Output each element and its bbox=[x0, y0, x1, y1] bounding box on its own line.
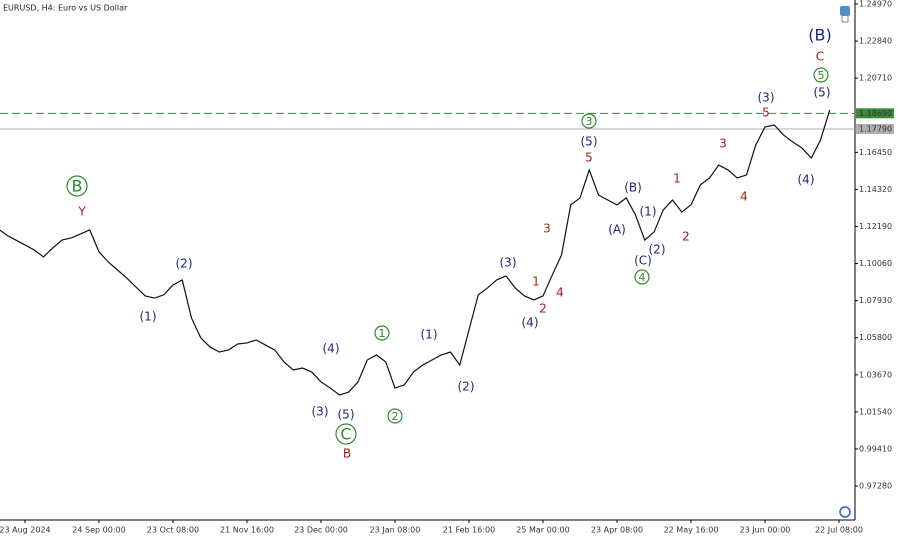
wave-label: (2) bbox=[649, 243, 666, 257]
y-tick-label: 0.97280 bbox=[859, 482, 892, 491]
price-label: 1.18690 bbox=[859, 109, 892, 118]
x-tick-label: 22 May 16:00 bbox=[664, 526, 719, 535]
y-tick-label: 1.20710 bbox=[859, 74, 892, 83]
wave-label: B bbox=[343, 447, 351, 461]
wave-label: 1 bbox=[379, 327, 386, 340]
wave-label: 2 bbox=[682, 230, 690, 244]
wave-label: (5) bbox=[338, 408, 355, 422]
wave-label: (1) bbox=[421, 328, 438, 342]
wave-circle bbox=[634, 269, 650, 285]
wave-circle bbox=[387, 408, 403, 424]
price-label-box bbox=[856, 123, 894, 134]
icon[interactable] bbox=[839, 506, 851, 518]
icon[interactable] bbox=[841, 12, 849, 23]
x-tick-label: 21 Feb 16:00 bbox=[443, 526, 495, 535]
y-tick-label: 1.22840 bbox=[859, 37, 892, 46]
wave-label: (5) bbox=[581, 135, 598, 149]
price-label: 1.17790 bbox=[859, 124, 892, 133]
wave-label: 2 bbox=[539, 302, 547, 316]
wave-label: (3) bbox=[500, 256, 517, 270]
wave-label: (4) bbox=[798, 173, 815, 187]
wave-label: 4 bbox=[639, 271, 646, 284]
wave-label: (C) bbox=[634, 254, 652, 268]
x-tick-label: 23 Jun 00:00 bbox=[740, 526, 791, 535]
wave-label: (4) bbox=[522, 316, 539, 330]
y-tick-label: 1.01540 bbox=[859, 407, 892, 416]
wave-label: C bbox=[816, 50, 824, 64]
y-tick-label: 1.16450 bbox=[859, 148, 892, 157]
x-tick-label: 23 Oct 08:00 bbox=[147, 526, 199, 535]
wave-label: 4 bbox=[556, 286, 564, 300]
wave-label: 3 bbox=[543, 222, 551, 236]
wave-label: (1) bbox=[640, 205, 657, 219]
x-tick-label: 24 Sep 00:00 bbox=[72, 526, 125, 535]
x-tick-label: 22 Jul 08:00 bbox=[815, 526, 863, 535]
wave-label: 3 bbox=[586, 115, 593, 128]
x-tick-label: 23 Apr 08:00 bbox=[591, 526, 643, 535]
wave-label: 4 bbox=[740, 190, 748, 204]
wave-label: (5) bbox=[814, 86, 831, 100]
y-tick-label: 1.05800 bbox=[859, 333, 892, 342]
wave-label: (1) bbox=[140, 310, 157, 324]
wave-label: (A) bbox=[608, 223, 626, 237]
y-tick-label: 1.03670 bbox=[859, 370, 892, 379]
y-tick-label: 1.10060 bbox=[859, 259, 892, 268]
x-tick-label: 23 Dec 00:00 bbox=[294, 526, 348, 535]
wave-label: C bbox=[340, 425, 351, 444]
wave-label: (B) bbox=[624, 181, 642, 195]
wave-circle bbox=[374, 325, 390, 341]
wave-label: (B) bbox=[808, 26, 831, 45]
wave-label: 2 bbox=[392, 410, 399, 423]
wave-label: (4) bbox=[323, 342, 340, 356]
x-tick-label: 23 Jan 08:00 bbox=[370, 526, 421, 535]
wave-label: (2) bbox=[458, 380, 475, 394]
wave-label: 5 bbox=[762, 106, 770, 120]
wave-label: (3) bbox=[312, 405, 329, 419]
wave-label: 1 bbox=[532, 275, 540, 289]
wave-label: 3 bbox=[719, 137, 727, 151]
price-label-box bbox=[856, 108, 894, 119]
wave-label: 5 bbox=[585, 151, 593, 165]
y-tick-label: 0.99410 bbox=[859, 444, 892, 453]
x-tick-label: 23 Aug 2024 bbox=[0, 526, 51, 535]
y-tick-label: 1.24970 bbox=[859, 0, 892, 9]
wave-label: B bbox=[72, 177, 83, 196]
wave-label: 1 bbox=[673, 172, 681, 186]
wave-label: (3) bbox=[758, 91, 775, 105]
y-tick-label: 1.12190 bbox=[859, 222, 892, 231]
chart-title: EURUSD, H4: Euro vs US Dollar bbox=[3, 4, 128, 13]
wave-circle bbox=[66, 175, 88, 197]
y-tick-label: 1.07930 bbox=[859, 296, 892, 305]
toolbar-icons[interactable] bbox=[839, 6, 851, 518]
wave-circle bbox=[581, 113, 597, 129]
wave-label: Y bbox=[77, 205, 86, 219]
wave-label: 5 bbox=[818, 69, 825, 82]
x-tick-label: 21 Nov 16:00 bbox=[220, 526, 274, 535]
wave-circle bbox=[813, 67, 829, 83]
wave-circle bbox=[335, 423, 357, 445]
x-tick-label: 25 Mar 00:00 bbox=[516, 526, 569, 535]
price-line-series bbox=[0, 109, 831, 396]
wave-label: (2) bbox=[176, 257, 193, 271]
y-tick-label: 1.14320 bbox=[859, 185, 892, 194]
